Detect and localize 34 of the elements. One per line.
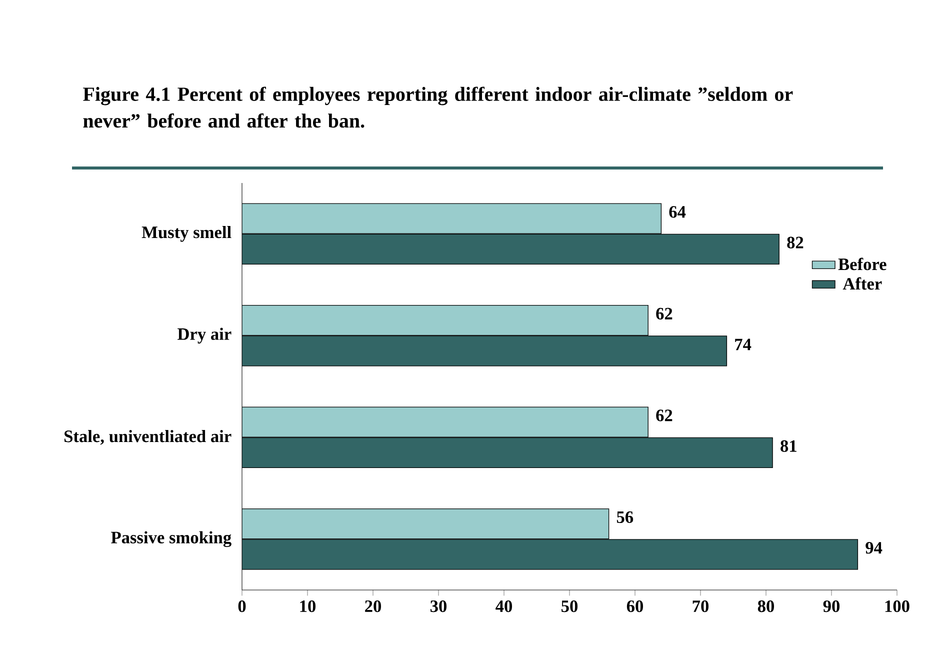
bar xyxy=(242,539,858,570)
x-tick-label: 20 xyxy=(365,600,382,612)
x-tick-label: 60 xyxy=(626,600,644,612)
bar xyxy=(242,336,728,366)
legend-label: After xyxy=(842,277,882,290)
data-label: 62 xyxy=(656,308,672,320)
legend-label: Before xyxy=(838,258,886,270)
chart-title: Figure 4.1 Percent of employees reporting different indoor air-climate ”seldom or never” before and after the ban. xyxy=(83,86,793,128)
x-tick-label: 40 xyxy=(496,600,512,612)
data-label: 81 xyxy=(780,440,796,452)
x-tick-label: 30 xyxy=(430,600,447,612)
x-tick-label: 100 xyxy=(885,600,910,612)
bar xyxy=(242,203,662,234)
y-tick-label: Passive smoking xyxy=(111,531,232,548)
bar xyxy=(242,406,648,438)
y-tick-label: Dry air xyxy=(178,328,232,344)
x-tick-label: 10 xyxy=(300,600,316,612)
x-tick-label: 70 xyxy=(692,600,709,612)
y-tick-label: Musty smell xyxy=(142,226,232,242)
x-tick-label: 0 xyxy=(238,600,246,612)
data-label: 94 xyxy=(866,542,882,554)
data-label: 64 xyxy=(669,206,686,218)
data-label: 56 xyxy=(616,511,634,524)
x-tick-label: 80 xyxy=(758,600,774,612)
data-label: 82 xyxy=(787,236,804,248)
y-tick-label: Stale, univentliated air xyxy=(64,430,232,445)
bar xyxy=(242,437,773,468)
x-tick-label: 90 xyxy=(823,600,840,612)
bar xyxy=(242,234,780,265)
bar xyxy=(242,304,648,336)
bar xyxy=(242,508,610,540)
x-tick-label: 50 xyxy=(562,600,578,612)
data-label: 74 xyxy=(735,338,752,350)
data-label: 62 xyxy=(656,410,672,422)
